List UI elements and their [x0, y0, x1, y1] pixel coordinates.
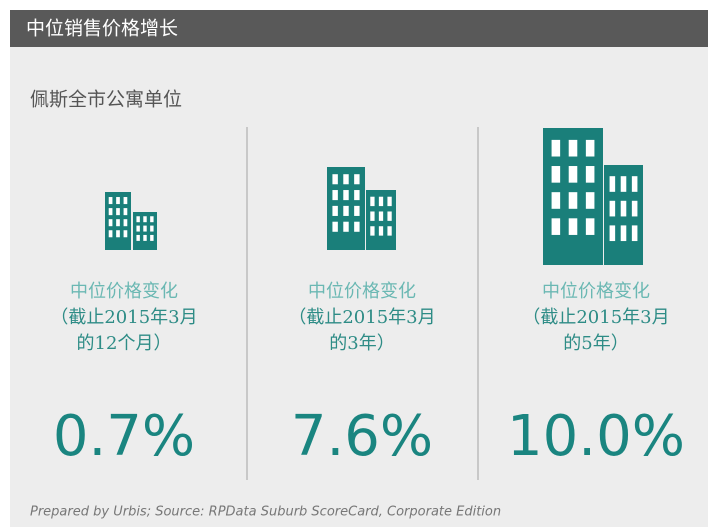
window: [354, 174, 360, 185]
column-label: （截止2015年3月: [522, 307, 669, 328]
window: [108, 197, 113, 205]
window: [568, 192, 578, 209]
window: [370, 211, 375, 221]
window: [551, 218, 561, 235]
footer: Prepared by Urbis; Source: RPData Suburb…: [30, 505, 501, 520]
window: [150, 216, 154, 223]
window: [354, 190, 360, 201]
window: [354, 221, 360, 232]
window: [609, 176, 616, 192]
window: [123, 230, 128, 238]
window: [123, 197, 128, 205]
window: [551, 166, 561, 183]
window: [123, 208, 128, 216]
window: [551, 192, 561, 209]
value: 7.6%: [291, 404, 433, 469]
window: [354, 205, 360, 216]
window: [378, 211, 384, 221]
window: [343, 190, 349, 201]
column-label: （截止2015年3月: [50, 307, 197, 328]
window: [620, 225, 627, 242]
window: [143, 234, 147, 241]
panel: [10, 10, 708, 527]
window: [387, 211, 392, 221]
window: [116, 208, 120, 216]
window: [370, 196, 375, 207]
column-label: 中位价格变化: [70, 281, 178, 302]
subtitle: 佩斯全市公寓单位: [30, 89, 182, 111]
window: [568, 218, 578, 235]
window: [143, 216, 147, 223]
window: [585, 139, 595, 157]
window: [378, 196, 384, 207]
window: [631, 200, 638, 217]
window: [370, 226, 375, 236]
value: 10.0%: [507, 404, 685, 469]
window: [585, 218, 595, 235]
window: [631, 225, 638, 242]
window: [343, 205, 349, 216]
window: [343, 221, 349, 232]
window: [631, 176, 638, 192]
window: [136, 225, 140, 232]
column-label: 的5年）: [563, 333, 628, 354]
window: [387, 196, 392, 207]
header-bar: [10, 10, 708, 47]
window: [378, 226, 384, 236]
window: [143, 225, 147, 232]
window: [551, 139, 561, 157]
window: [108, 230, 113, 238]
column-label: 的3年）: [329, 333, 394, 354]
value: 0.7%: [53, 404, 195, 469]
column-label: （截止2015年3月: [288, 307, 435, 328]
column-label: 中位价格变化: [308, 281, 416, 302]
window: [116, 219, 120, 227]
column-label: 中位价格变化: [542, 281, 650, 302]
window: [150, 234, 154, 241]
window: [123, 219, 128, 227]
window: [568, 166, 578, 183]
window: [136, 234, 140, 241]
window: [568, 139, 578, 157]
window: [620, 200, 627, 217]
window: [108, 208, 113, 216]
window: [387, 226, 392, 236]
window: [108, 219, 113, 227]
window: [116, 197, 120, 205]
window: [116, 230, 120, 238]
header-title: 中位销售价格增长: [26, 18, 178, 40]
window: [332, 190, 338, 201]
window: [585, 166, 595, 183]
window: [332, 221, 338, 232]
window: [343, 174, 349, 185]
window: [136, 216, 140, 223]
column-label: 的12个月）: [77, 333, 172, 354]
window: [620, 176, 627, 192]
window: [332, 174, 338, 185]
window: [609, 225, 616, 242]
window: [332, 205, 338, 216]
window: [150, 225, 154, 232]
window: [609, 200, 616, 217]
window: [585, 192, 595, 209]
